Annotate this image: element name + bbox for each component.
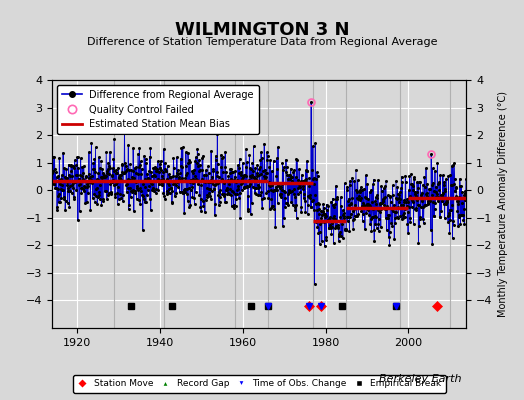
Text: Berkeley Earth: Berkeley Earth: [379, 374, 461, 384]
Text: WILMINGTON 3 N: WILMINGTON 3 N: [174, 21, 350, 39]
Y-axis label: Monthly Temperature Anomaly Difference (°C): Monthly Temperature Anomaly Difference (…: [498, 91, 508, 317]
Legend: Station Move, Record Gap, Time of Obs. Change, Empirical Break: Station Move, Record Gap, Time of Obs. C…: [73, 375, 446, 393]
Text: Difference of Station Temperature Data from Regional Average: Difference of Station Temperature Data f…: [87, 37, 437, 47]
